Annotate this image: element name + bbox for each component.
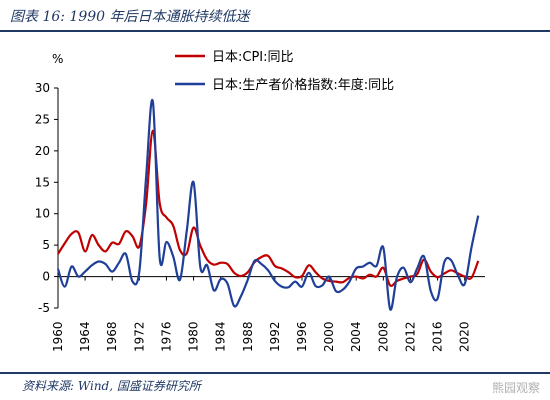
y-tick-label: 25 bbox=[35, 112, 50, 126]
x-tick-label: 2000 bbox=[322, 321, 336, 352]
x-tick-label: 1972 bbox=[132, 321, 146, 352]
y-tick-label: 5 bbox=[42, 238, 50, 252]
x-tick-label: 2016 bbox=[431, 321, 445, 352]
x-tick-label: 1960 bbox=[51, 321, 65, 352]
source-rule bbox=[0, 372, 550, 374]
x-tick-label: 1968 bbox=[105, 321, 119, 352]
x-tick-label: 1988 bbox=[241, 321, 255, 352]
x-tick-label: 1980 bbox=[187, 321, 201, 352]
x-tick-label: 1964 bbox=[78, 321, 92, 352]
title-rule bbox=[0, 30, 550, 32]
y-tick-label: 30 bbox=[35, 81, 50, 95]
x-tick-label: 1992 bbox=[268, 321, 282, 352]
figure-title: 图表 16: 1990 年后日本通胀持续低迷 bbox=[10, 9, 250, 25]
source-note: 资料来源: Wind, 国盛证券研究所 bbox=[22, 379, 201, 393]
y-tick-label: 15 bbox=[35, 175, 50, 189]
y-tick-label: 10 bbox=[35, 207, 50, 221]
series-line-cpi bbox=[57, 129, 480, 287]
x-tick-label: 1976 bbox=[159, 321, 173, 352]
y-tick-label: -5 bbox=[38, 301, 50, 315]
chart-series bbox=[56, 98, 480, 311]
legend-label: 日本:生产者价格指数:年度:同比 bbox=[212, 77, 394, 93]
x-tick-label: 2020 bbox=[458, 321, 472, 352]
line-chart: % -5 0 5 10 15 20 25 30 1960 1964 1968 1972 1976 1980 1… bbox=[35, 50, 485, 352]
x-tick-label: 2008 bbox=[376, 321, 390, 352]
x-tick-label: 1984 bbox=[214, 321, 228, 352]
chart-axes: % -5 0 5 10 15 20 25 30 1960 1964 1968 1972 1976 1980 1… bbox=[35, 52, 485, 352]
x-tick-label: 1996 bbox=[295, 321, 309, 352]
y-unit-label: % bbox=[52, 52, 63, 66]
legend-label: 日本:CPI:同比 bbox=[212, 50, 294, 65]
x-tick-label: 2012 bbox=[403, 321, 417, 352]
watermark-text: 熊园观察 bbox=[491, 381, 540, 395]
y-tick-label: 20 bbox=[35, 144, 50, 158]
y-tick-label: 0 bbox=[42, 270, 50, 284]
series-line-ppi bbox=[56, 98, 480, 311]
x-tick-label: 2004 bbox=[349, 321, 363, 352]
